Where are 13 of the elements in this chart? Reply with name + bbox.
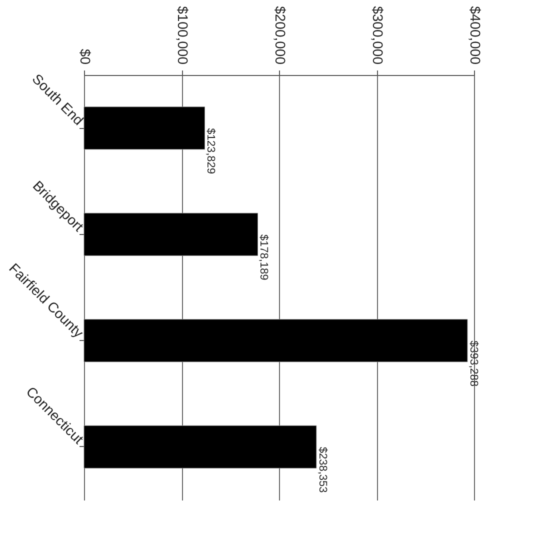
bar bbox=[84, 106, 205, 150]
data-label: $238,353 bbox=[316, 446, 328, 493]
x-tick-label: $200,000 bbox=[272, 6, 288, 65]
data-label: $123,829 bbox=[204, 128, 217, 174]
bar bbox=[84, 425, 317, 468]
x-tick-label: $100,000 bbox=[175, 6, 191, 65]
bar bbox=[84, 319, 468, 362]
data-label: $178,189 bbox=[258, 234, 270, 280]
x-tick-label: $0 bbox=[78, 48, 94, 65]
x-tick-label: $400,000 bbox=[468, 6, 484, 65]
bar bbox=[84, 212, 258, 256]
data-label: $393,288 bbox=[467, 340, 480, 387]
x-tick-label: $300,000 bbox=[370, 6, 386, 65]
